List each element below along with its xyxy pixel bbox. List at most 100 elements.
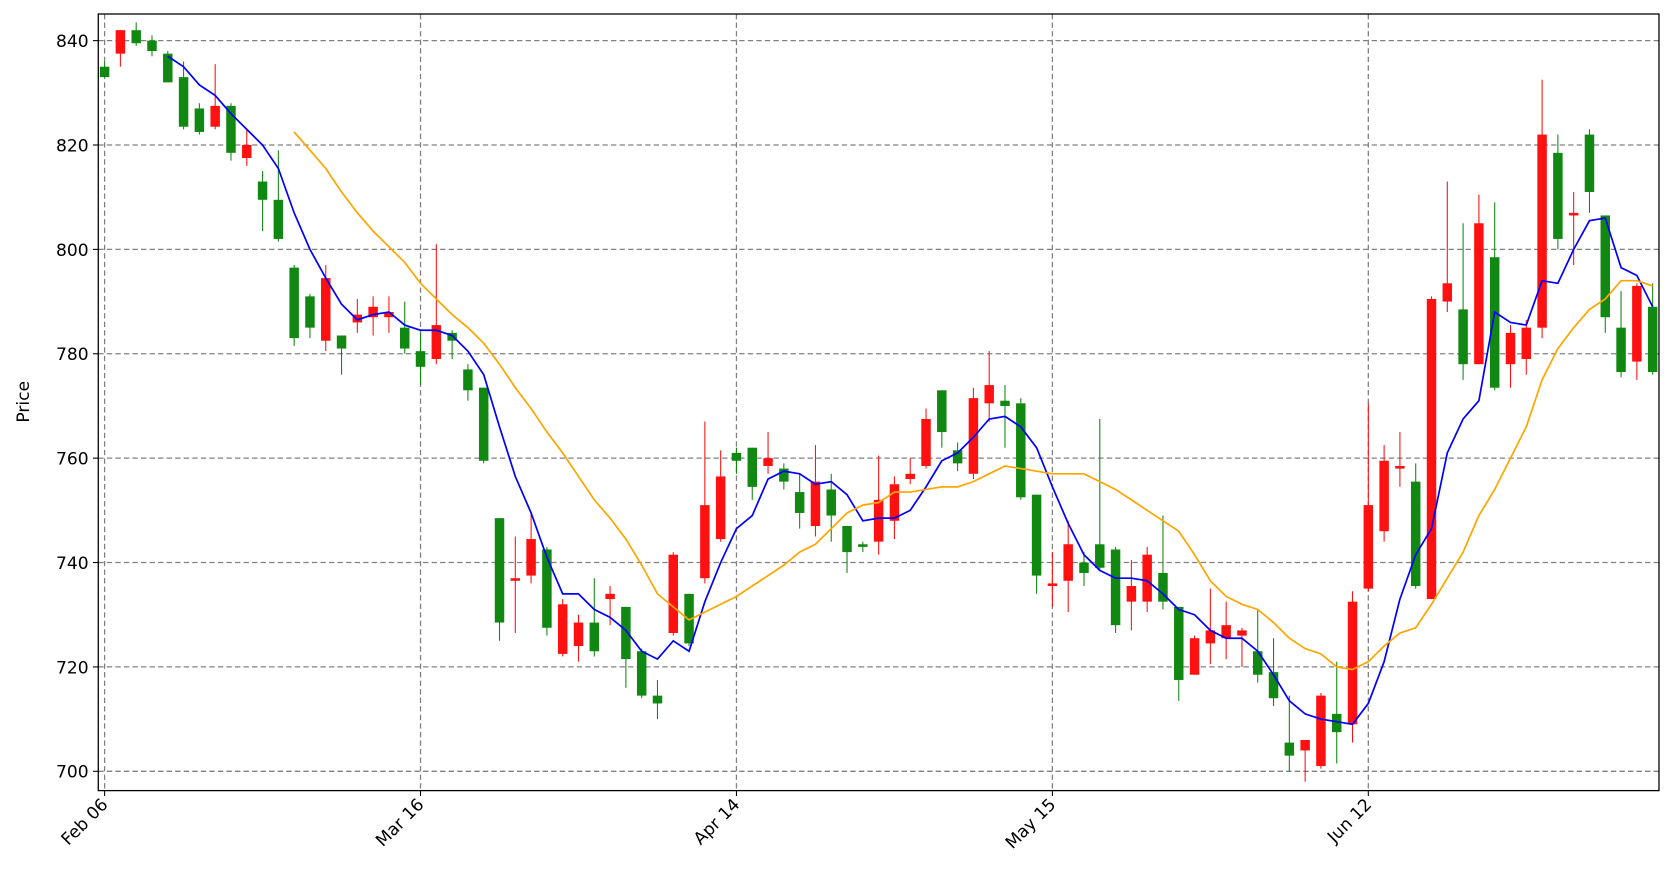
candle-body [384, 312, 394, 318]
candle-body [1253, 651, 1263, 675]
candle-body [779, 468, 789, 482]
x-tick-label: Jun 12 [1323, 795, 1376, 848]
candle-body [210, 105, 220, 127]
y-tick-label: 820 [56, 136, 89, 156]
y-tick-label: 760 [56, 450, 89, 470]
candle-body [652, 695, 663, 704]
candle-body [1474, 223, 1484, 365]
y-tick-label: 700 [56, 763, 89, 783]
y-tick-label: 840 [56, 32, 89, 52]
candle-body [1284, 742, 1295, 756]
y-tick-label: 740 [56, 554, 89, 574]
y-tick-label: 800 [56, 241, 89, 261]
candle-body [463, 369, 473, 391]
candle-body [1553, 152, 1563, 239]
candle-body [794, 492, 805, 513]
candle-body [131, 30, 141, 44]
x-tick-label: Apr 14 [690, 795, 744, 849]
candle-body [1000, 400, 1010, 406]
candle-body [621, 606, 631, 660]
candle-body [178, 77, 189, 127]
candle-body [1600, 215, 1611, 318]
candle-body [557, 604, 568, 654]
candle-body [984, 385, 994, 404]
candle-body [873, 499, 884, 542]
candle-body [415, 351, 426, 367]
candle-body [810, 481, 821, 526]
candle-body [1379, 460, 1389, 532]
candle-body [242, 145, 252, 159]
candle-body [1126, 586, 1137, 602]
candle-body [589, 622, 600, 652]
candle-body [1221, 625, 1231, 639]
candle-body [1031, 494, 1042, 576]
candle-body [952, 450, 963, 464]
candle-body [763, 458, 773, 466]
candle-body [336, 335, 347, 349]
candle-body [1331, 713, 1342, 733]
candle-body [526, 539, 536, 576]
candle-body [1205, 630, 1216, 644]
candle-body [1158, 572, 1168, 602]
candle-body [494, 518, 505, 623]
x-tick-label: Feb 06 [58, 795, 113, 850]
candle-body [1410, 481, 1421, 587]
candle-body [478, 387, 489, 461]
candle-body [731, 452, 742, 461]
candle-body [684, 593, 694, 644]
y-tick-label: 780 [56, 345, 89, 365]
candle-body [1442, 283, 1453, 302]
candle-body [289, 267, 299, 339]
candle-body [1537, 134, 1547, 328]
candle-body [1568, 212, 1579, 216]
candle-body [399, 327, 410, 349]
candle-body [1268, 672, 1279, 699]
candle-body [573, 622, 584, 647]
candle-body [226, 105, 236, 153]
candle-body [1095, 544, 1105, 568]
candle-body [1174, 606, 1184, 680]
candle-body [1063, 544, 1073, 581]
candle-body [921, 419, 931, 466]
candle-body [1300, 739, 1310, 751]
candle-body [1047, 583, 1058, 587]
candle-body [605, 593, 615, 600]
candle-body [115, 30, 126, 54]
candle-body [747, 447, 757, 487]
candle-body [1079, 562, 1089, 573]
plot-frame [97, 13, 1660, 792]
candle-body [352, 314, 363, 323]
y-tick-label: 720 [56, 658, 89, 678]
candle-body [1505, 332, 1516, 365]
candle-body [368, 306, 378, 318]
candle-body [905, 473, 915, 480]
candle-body [1647, 306, 1658, 373]
candle-body [273, 199, 284, 239]
candle-body [1316, 695, 1326, 767]
candle-body [163, 53, 173, 83]
candle-body [937, 390, 947, 433]
candle-body [826, 489, 836, 516]
candle-body [1110, 549, 1121, 626]
candle-body [1489, 257, 1500, 388]
candle-body [542, 549, 552, 628]
candle-body [1237, 630, 1247, 636]
candle-body [257, 181, 268, 200]
candle-body [447, 332, 457, 341]
candle-body [889, 484, 900, 521]
candle-body [1363, 505, 1374, 589]
candle-body [431, 325, 442, 359]
candle-body [715, 476, 726, 540]
candle-body [99, 66, 110, 78]
candle-body [321, 278, 331, 341]
candle-body [1458, 309, 1468, 365]
x-tick-label: May 15 [1002, 795, 1060, 853]
candle-body [147, 40, 157, 52]
moving-average-line [167, 55, 1654, 726]
candle-body [1189, 638, 1200, 675]
candle-body [700, 505, 710, 579]
candle-body [1395, 465, 1405, 469]
candle-body [510, 578, 521, 581]
